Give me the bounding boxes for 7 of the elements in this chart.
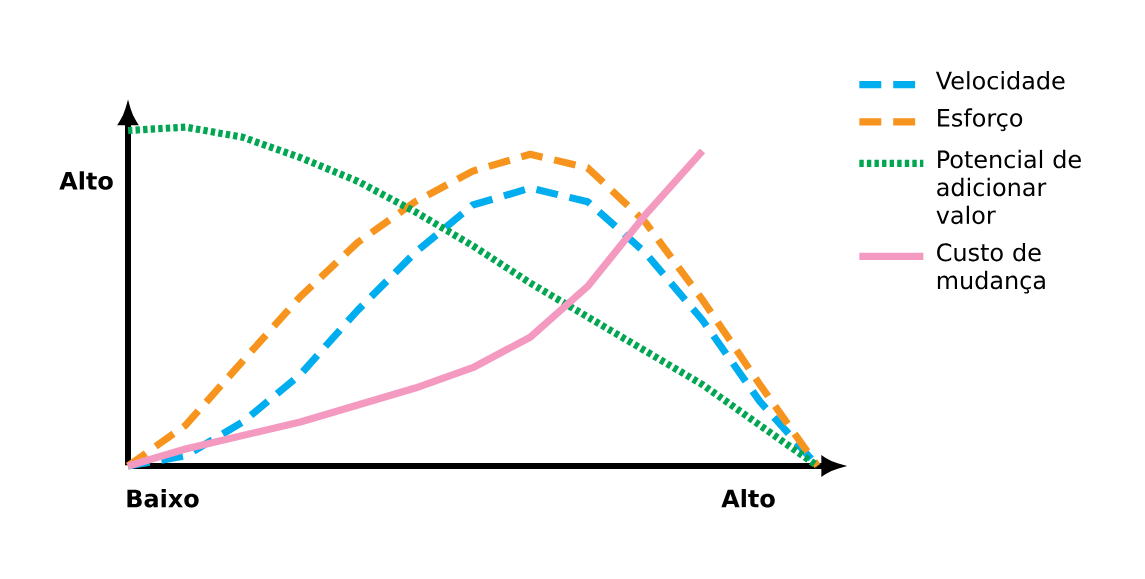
legend-label: Custo de mudança xyxy=(937,242,1045,294)
text: Baixo xyxy=(127,488,199,508)
text: Alto xyxy=(721,488,775,508)
y-axis-title: Alto xyxy=(59,171,113,190)
legend-label: Esforço xyxy=(938,108,1023,132)
legend-label: Velocidade xyxy=(935,71,1065,90)
legend-label: Potencial de adicionar valor xyxy=(936,149,1081,225)
